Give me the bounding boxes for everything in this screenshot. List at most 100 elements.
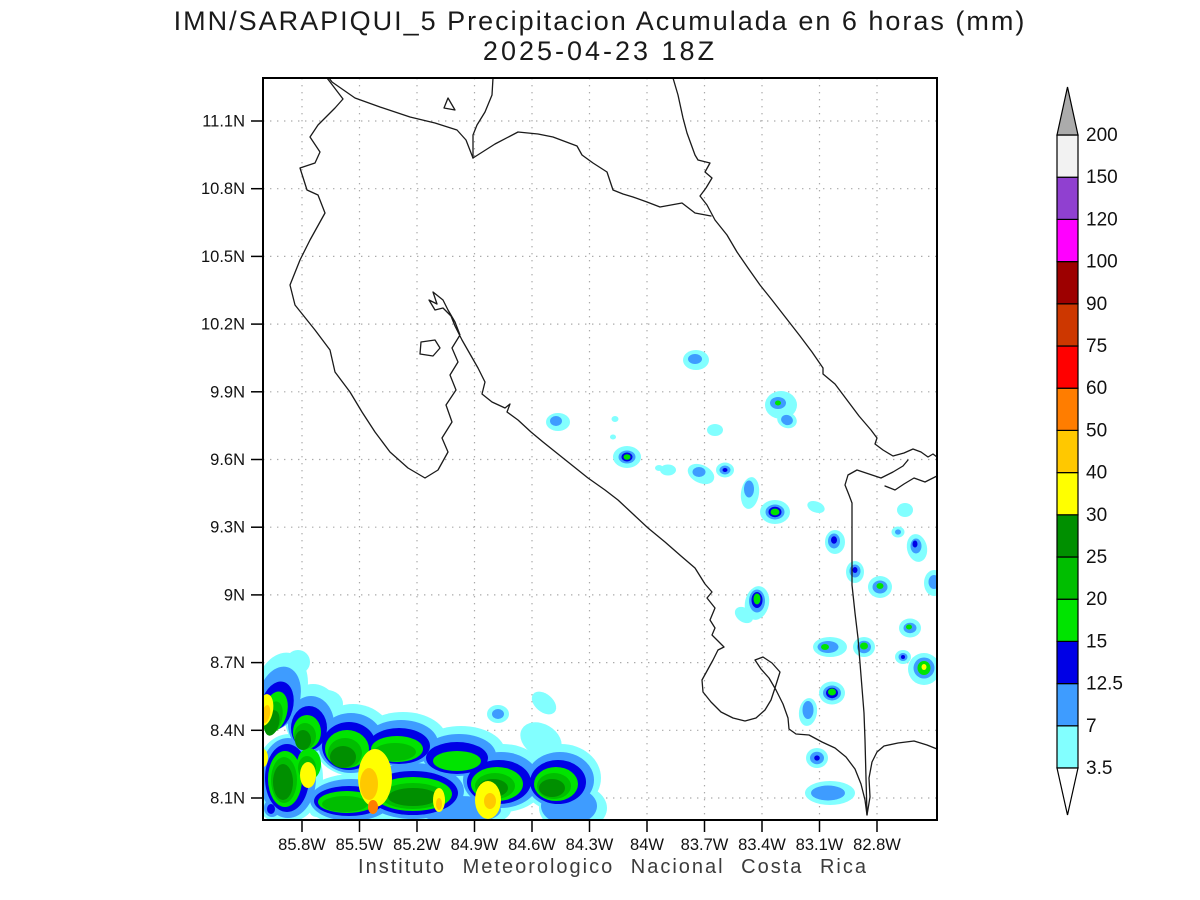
precip-cell	[722, 468, 728, 472]
precip-cell	[852, 567, 858, 573]
precipitation-shading	[263, 350, 937, 820]
precip-cell	[744, 480, 754, 498]
footer-caption: Instituto Meteorologico Nacional Costa R…	[358, 856, 868, 878]
colorbar-segment	[1056, 598, 1079, 643]
colorbar-level-label: 90	[1086, 294, 1107, 315]
precip-cell	[802, 701, 814, 719]
precip-cell	[707, 424, 723, 436]
colorbar-segment	[1056, 514, 1079, 558]
colorbar-level-label: 50	[1086, 420, 1107, 441]
precip-cell	[807, 500, 825, 514]
y-tick-label: 10.5N	[201, 248, 245, 266]
colorbar-segments	[1056, 134, 1079, 769]
coastline-pacific-mainland	[289, 78, 937, 816]
chart-title: IMN/SARAPIQUI_5 Precipitacion Acumulada …	[173, 6, 1027, 36]
map-plot: 11.1N 10.8N 10.5N 10.2N 9.9N 9.6N 9.3N 9N 8.7N 8.…	[201, 77, 938, 855]
precip-cell	[623, 454, 631, 460]
precip-cell	[267, 804, 275, 814]
precip-cell	[300, 762, 316, 788]
x-tick-label: 85.2W	[393, 836, 441, 854]
precip-cell	[263, 749, 268, 767]
precip-cell	[610, 434, 616, 440]
precip-cell	[811, 785, 845, 801]
precip-cell	[388, 788, 438, 806]
precip-cell	[550, 416, 562, 426]
chira-island	[419, 339, 441, 357]
precip-cell	[831, 536, 837, 544]
y-tick-label: 8.1N	[210, 790, 245, 808]
y-tick-label: 10.8N	[201, 180, 245, 198]
axis-tick-labels: 11.1N 10.8N 10.5N 10.2N 9.9N 9.6N 9.3N 9N 8.7N 8.…	[201, 113, 901, 855]
precip-cell	[781, 414, 793, 426]
precip-cell	[860, 642, 868, 650]
colorbar-segment	[1056, 472, 1079, 516]
colorbar-level-label: 100	[1086, 252, 1118, 273]
precip-cell	[330, 746, 356, 768]
precip-cell	[876, 583, 884, 589]
colorbar-level-label: 7	[1086, 716, 1097, 737]
colorbar-labels: 3.5 7 12.5 15 20 25 30 40 50 60 75 90 100 120 150 200	[1086, 125, 1123, 779]
y-tick-label: 8.4N	[210, 722, 245, 740]
x-tick-label: 84.9W	[451, 836, 499, 854]
x-tick-label: 85.8W	[278, 836, 326, 854]
y-tick-label: 9N	[224, 586, 245, 604]
colorbar-segment	[1056, 345, 1079, 389]
colorbar-segment	[1056, 218, 1079, 263]
panama-border-and-lagoon	[844, 459, 909, 816]
precip-cell	[692, 467, 706, 477]
precip-cell	[753, 593, 761, 605]
precip-cell	[901, 655, 905, 659]
y-tick-label: 9.6N	[210, 451, 245, 469]
y-tick-label: 11.1N	[202, 113, 245, 131]
precip-cell	[436, 798, 442, 810]
precip-cell	[492, 709, 504, 719]
precip-cell	[273, 764, 293, 800]
x-tick-label: 83.4W	[738, 836, 786, 854]
colorbar-level-label: 40	[1086, 463, 1107, 484]
coastline-lake-nicaragua-e-shore	[472, 78, 494, 159]
colorbar-segment	[1056, 261, 1079, 305]
coastline-layer	[289, 78, 937, 816]
precip-cell	[433, 751, 481, 771]
precip-cell	[921, 664, 927, 670]
colorbar-segment	[1056, 682, 1079, 727]
precip-cell	[286, 650, 310, 674]
san-juan-river-border	[472, 131, 712, 217]
colorbar-segment	[1056, 303, 1079, 347]
x-tick-label: 84W	[630, 836, 664, 854]
y-tick-label: 10.2N	[201, 316, 245, 334]
precip-cell	[821, 644, 829, 650]
x-tick-label: 84.3W	[566, 836, 614, 854]
colorbar-level-label: 20	[1086, 589, 1107, 610]
coastline-caribbean	[672, 78, 937, 458]
precip-cell	[895, 529, 901, 535]
precip-cell	[484, 793, 496, 809]
colorbar: 3.5 7 12.5 15 20 25 30 40 50 60 75 90 100 120 150 200	[1056, 86, 1123, 816]
precip-cell	[611, 416, 619, 422]
precip-cell	[897, 503, 913, 517]
x-tick-label: 83.7W	[681, 836, 729, 854]
precip-cell	[539, 779, 565, 797]
colorbar-level-label: 120	[1086, 209, 1118, 230]
bocas-lagoon-shore	[884, 475, 937, 491]
colorbar-level-label: 150	[1086, 167, 1118, 188]
precip-cell	[928, 575, 937, 589]
map-frame	[262, 77, 938, 821]
colorbar-segment	[1056, 556, 1079, 600]
colorbar-level-label: 3.5	[1086, 758, 1112, 779]
chart-subtitle-datetime: 2025-04-23 18Z	[482, 36, 718, 66]
x-tick-label: 85.5W	[336, 836, 384, 854]
precip-cell	[906, 624, 912, 630]
colorbar-level-label: 75	[1086, 336, 1107, 357]
colorbar-level-label: 60	[1086, 378, 1107, 399]
colorbar-level-label: 25	[1086, 547, 1107, 568]
colorbar-segment	[1056, 429, 1079, 474]
precip-cell	[295, 730, 311, 750]
y-tick-label: 9.3N	[210, 519, 245, 537]
precip-cell	[322, 796, 368, 812]
coastline-lake-nicaragua-sw-shore	[328, 78, 474, 159]
colorbar-level-label: 30	[1086, 505, 1107, 526]
precip-cell	[775, 400, 781, 406]
colorbar-level-label: 12.5	[1086, 674, 1123, 695]
